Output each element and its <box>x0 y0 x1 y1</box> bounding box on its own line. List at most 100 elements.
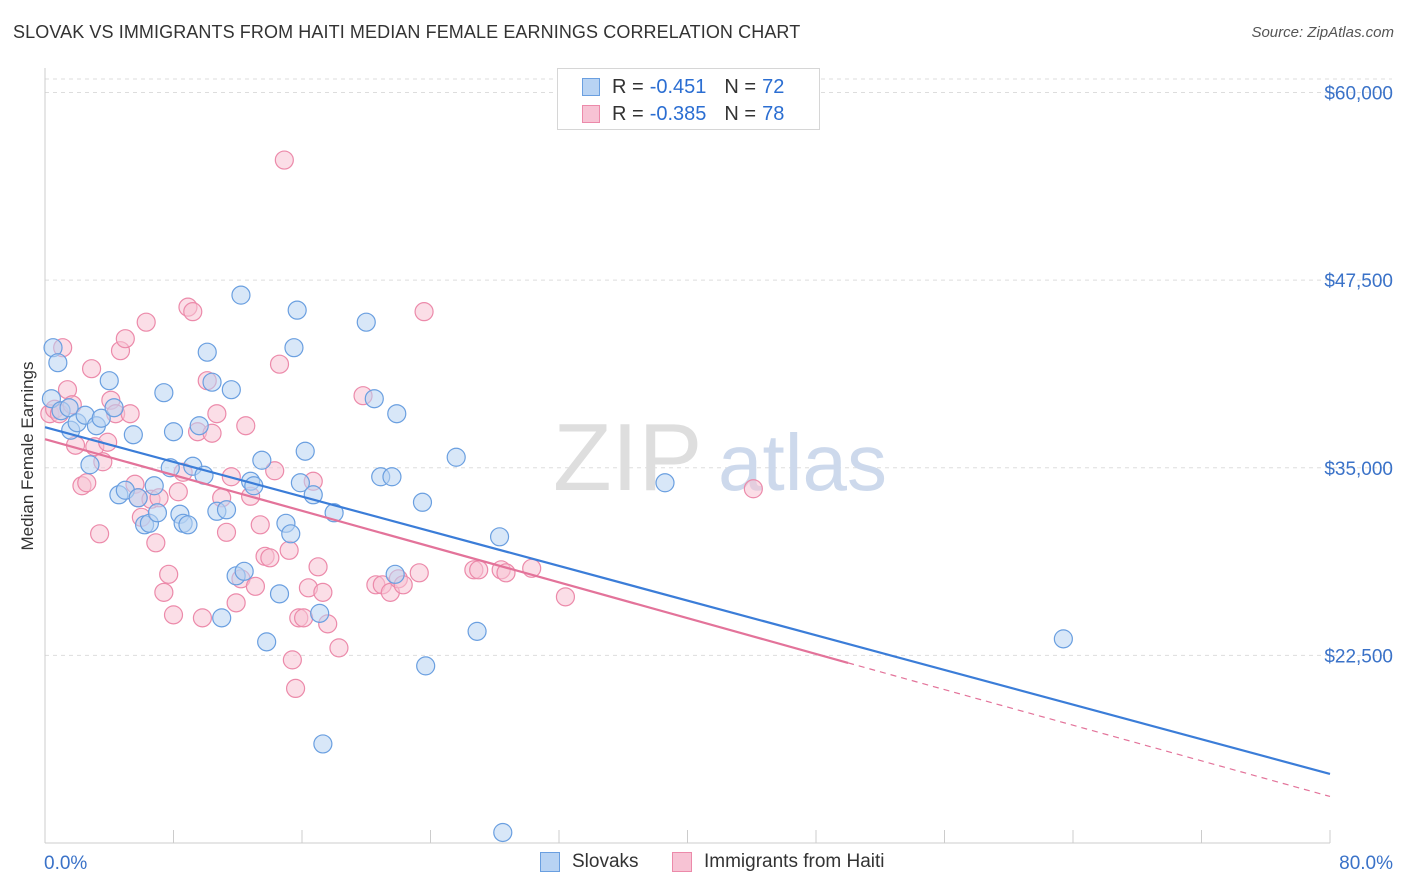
data-point-slovaks <box>281 524 301 544</box>
haiti-legend-swatch <box>672 852 692 872</box>
chart-title: SLOVAK VS IMMIGRANTS FROM HAITI MEDIAN F… <box>13 22 801 42</box>
data-point-slovaks <box>154 383 174 403</box>
y-tick-label: $60,000 <box>1324 84 1393 105</box>
data-point-slovaks <box>493 822 513 843</box>
data-point-slovaks <box>1053 629 1073 649</box>
r-label: R = <box>612 75 644 98</box>
y-tick-label: $35,000 <box>1324 459 1393 480</box>
data-point-haiti <box>154 582 174 602</box>
data-point-haiti <box>294 608 314 628</box>
data-point-haiti <box>168 482 188 502</box>
data-point-haiti <box>120 404 140 424</box>
data-point-haiti <box>146 533 166 553</box>
data-point-haiti <box>216 522 237 542</box>
data-point-slovaks <box>104 398 124 418</box>
data-point-slovaks <box>163 422 184 442</box>
data-point-slovaks <box>80 455 100 475</box>
data-point-slovaks <box>221 380 241 400</box>
stats-row-slovaks: R = -0.451 N = 72 <box>582 73 784 101</box>
trend-lines <box>44 426 1331 798</box>
data-point-slovaks <box>202 372 222 392</box>
data-point-slovaks <box>489 527 510 547</box>
stats-row-haiti: R = -0.385 N = 78 <box>582 100 784 128</box>
data-point-haiti <box>265 461 285 481</box>
slovaks-legend-swatch <box>540 852 560 872</box>
data-point-slovaks <box>310 603 330 623</box>
series-legend: Slovaks Immigrants from Haiti <box>0 851 1406 879</box>
data-point-haiti <box>192 608 213 628</box>
data-point-slovaks <box>59 398 79 418</box>
data-point-haiti <box>115 329 135 349</box>
data-point-haiti <box>207 404 227 424</box>
data-point-slovaks <box>290 473 310 493</box>
data-point-haiti <box>226 593 246 613</box>
legend-label: Slovaks <box>572 851 639 872</box>
source-label: Source: ZipAtlas.com <box>1251 24 1394 41</box>
n-label: N = <box>724 102 757 125</box>
data-point-slovaks <box>216 500 237 520</box>
tick-labels: $22,500 $35,000 $47,500 $60,000 0.0% 80.0% <box>44 84 1393 874</box>
data-point-slovaks <box>269 584 290 604</box>
data-point-slovaks <box>197 342 217 362</box>
data-point-slovaks <box>467 621 487 641</box>
trend-line-slovaks <box>44 426 1331 776</box>
data-point-slovaks <box>91 408 111 428</box>
legend-item-slovaks[interactable]: Slovaks <box>540 851 639 873</box>
data-point-slovaks <box>189 416 209 436</box>
data-point-slovaks <box>147 503 168 523</box>
data-point-slovaks <box>144 476 164 496</box>
data-point-haiti <box>269 354 290 374</box>
data-point-slovaks <box>178 515 198 535</box>
data-point-slovaks <box>128 488 148 508</box>
data-point-haiti <box>77 473 97 493</box>
watermark-zip: ZIP <box>553 404 702 511</box>
data-point-haiti <box>250 515 270 535</box>
data-point-slovaks <box>48 353 68 373</box>
data-point-slovaks <box>284 338 304 358</box>
data-point-slovaks <box>257 632 277 652</box>
data-point-slovaks <box>231 285 251 305</box>
data-point-haiti <box>414 302 434 322</box>
data-point-slovaks <box>324 503 344 523</box>
r-value: -0.385 <box>649 102 707 125</box>
data-point-slovaks <box>252 450 272 470</box>
data-point-haiti <box>183 302 203 322</box>
data-point-slovaks <box>364 389 384 409</box>
x-tick-label: 80.0% <box>1339 853 1393 874</box>
data-point-slovaks <box>412 492 433 512</box>
haiti-swatch <box>582 105 600 123</box>
slovaks-swatch <box>582 78 600 96</box>
data-point-slovaks <box>382 467 402 487</box>
data-point-haiti <box>163 605 184 625</box>
data-point-slovaks <box>416 656 436 676</box>
data-point-haiti <box>285 678 306 699</box>
y-tick-label: $22,500 <box>1324 646 1393 667</box>
data-point-slovaks <box>99 371 119 391</box>
data-point-haiti <box>90 524 110 544</box>
data-point-haiti <box>555 587 576 607</box>
n-label: N = <box>724 75 757 98</box>
legend-item-immigrants-from-haiti[interactable]: Immigrants from Haiti <box>672 851 885 873</box>
data-point-slovaks <box>385 564 405 584</box>
data-point-haiti <box>313 582 333 602</box>
y-tick-label: $47,500 <box>1324 271 1393 292</box>
data-point-haiti <box>329 638 349 658</box>
data-point-haiti <box>236 416 256 436</box>
data-point-slovaks <box>356 312 376 332</box>
r-label: R = <box>612 102 644 125</box>
trend-line-haiti-extrapolated <box>847 662 1331 798</box>
data-point-haiti <box>469 560 489 580</box>
data-point-haiti <box>136 312 156 332</box>
data-point-haiti <box>743 479 763 499</box>
legend-label: Immigrants from Haiti <box>704 851 885 872</box>
axes <box>44 68 1331 844</box>
data-point-haiti <box>159 564 179 584</box>
data-point-haiti <box>308 557 328 577</box>
data-point-haiti <box>274 150 294 170</box>
data-point-haiti <box>260 548 280 568</box>
data-point-slovaks <box>212 608 232 628</box>
data-point-slovaks <box>123 425 143 445</box>
x-tick-label: 0.0% <box>44 853 87 874</box>
data-point-slovaks <box>234 561 254 581</box>
